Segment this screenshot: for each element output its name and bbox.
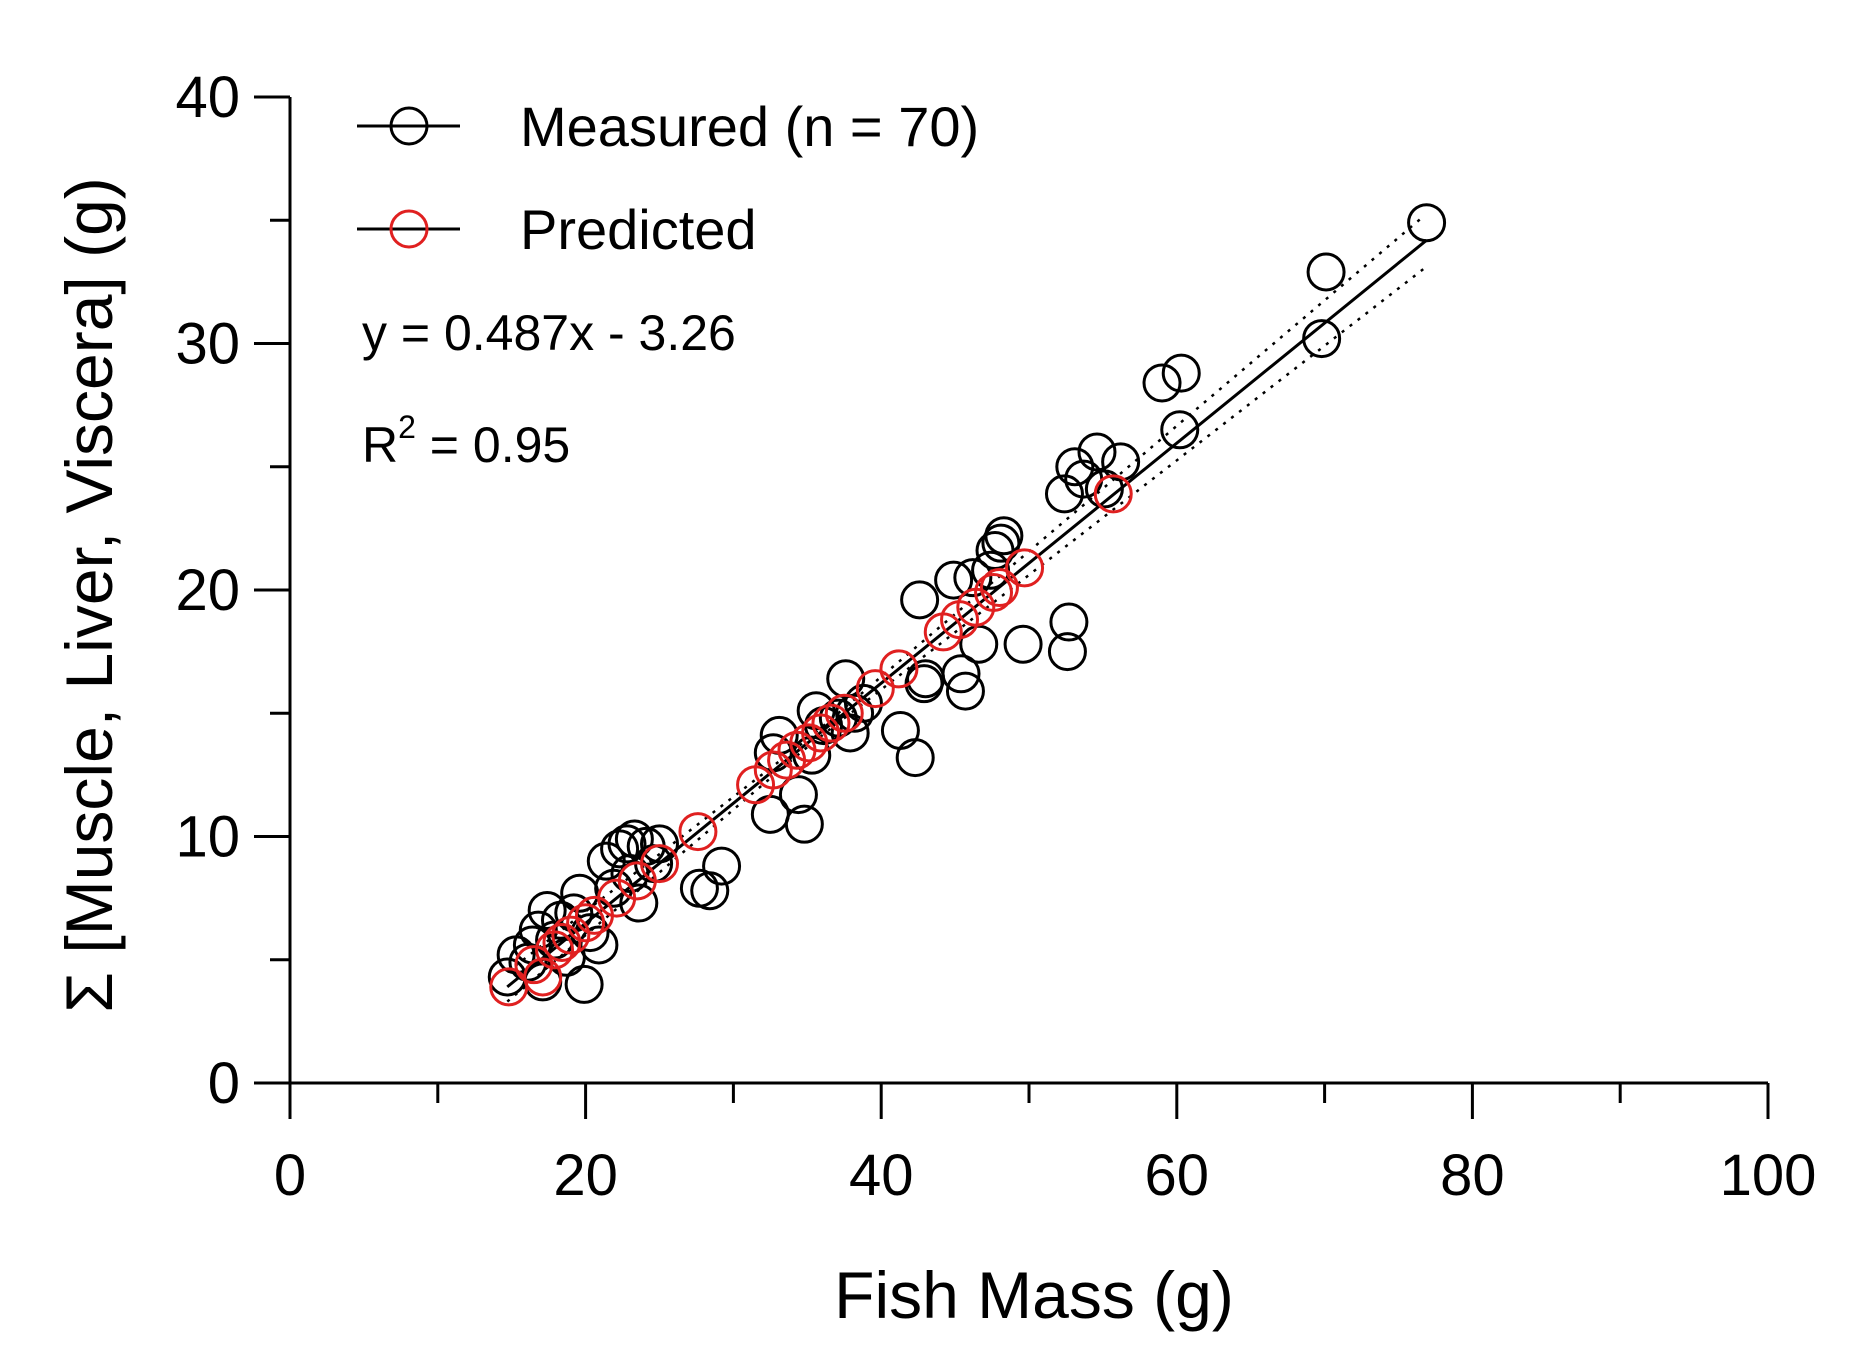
measured-point (900, 580, 940, 620)
measured-point (527, 890, 567, 930)
measured-point (1160, 410, 1200, 450)
tick-labels: 0 20 40 60 80 100 0 10 20 30 40 (175, 65, 1816, 1208)
y-tick-label: 40 (175, 65, 240, 130)
measured-point (880, 711, 920, 751)
x-tick-label: 40 (849, 1143, 914, 1208)
measured-point (1003, 624, 1043, 664)
r-squared-annotation: R2 = 0.95 (362, 409, 570, 473)
ci-lower-line (506, 267, 1425, 1003)
measured-point (702, 846, 742, 886)
x-tick-label: 60 (1145, 1143, 1210, 1208)
y-tick-label: 20 (175, 558, 240, 623)
legend-measured-marker (389, 106, 429, 146)
predicted-point (879, 649, 919, 689)
measured-point (835, 693, 875, 733)
predicted-point (514, 945, 554, 985)
measured-point (690, 871, 730, 911)
predicted-point (678, 812, 718, 852)
predicted-point (855, 669, 895, 709)
predicted-point (1005, 548, 1045, 588)
axes (254, 95, 1770, 1119)
measured-point (640, 824, 679, 864)
measured-point (614, 819, 654, 859)
measured-point (959, 624, 999, 664)
predicted-point (789, 723, 829, 763)
x-tick-label: 20 (553, 1143, 618, 1208)
r-squared-exponent: 2 (398, 409, 416, 445)
measured-point (984, 516, 1024, 556)
predicted-point (542, 922, 582, 962)
measured-point (971, 550, 1011, 590)
measured-point (895, 738, 935, 778)
measured-point (1306, 252, 1346, 292)
predicted-point (824, 693, 864, 733)
x-axis-title: Fish Mass (g) (834, 1258, 1234, 1332)
legend-predicted-marker (389, 209, 429, 249)
measured-point (1161, 353, 1201, 393)
legend-measured-label: Measured (n = 70) (520, 95, 979, 158)
equation-annotation: y = 0.487x - 3.26 (362, 305, 736, 361)
predicted-point (753, 750, 793, 790)
measured-point (934, 560, 974, 600)
measured-point (778, 775, 818, 815)
predicted-series (489, 474, 1133, 1007)
measured-point (607, 824, 647, 864)
measured-point (564, 964, 604, 1004)
y-tick-label: 30 (175, 312, 240, 377)
predicted-point (640, 844, 679, 884)
measured-point (1049, 602, 1089, 642)
measured-point (953, 558, 993, 598)
y-tick-label: 10 (175, 805, 240, 870)
y-tick-label: 0 (208, 1051, 240, 1116)
predicted-point (1093, 474, 1133, 514)
measured-point (843, 683, 883, 723)
confidence-band (506, 215, 1425, 1003)
measured-point (784, 804, 824, 844)
measured-point (1407, 203, 1447, 243)
r-squared-prefix: R (362, 417, 398, 473)
legend-predicted-label: Predicted (520, 198, 757, 261)
measured-point (1055, 447, 1095, 487)
measured-point (904, 664, 944, 704)
predicted-point (566, 903, 606, 943)
measured-point (1077, 432, 1117, 472)
predicted-point (979, 568, 1019, 608)
predicted-point (551, 915, 591, 955)
y-axis-title: Σ [Muscle, Liver, Viscera] (g) (52, 177, 126, 1013)
x-tick-label: 100 (1720, 1143, 1817, 1208)
legend: Measured (n = 70) Predicted (357, 95, 979, 261)
measured-point (1142, 363, 1182, 403)
measured-series (487, 203, 1447, 1004)
r-squared-suffix: = 0.95 (416, 417, 570, 473)
x-tick-label: 80 (1440, 1143, 1505, 1208)
measured-point (1047, 632, 1087, 672)
x-tick-label: 0 (274, 1143, 306, 1208)
predicted-point (974, 572, 1014, 612)
predicted-point (523, 957, 563, 997)
predicted-point (801, 713, 841, 753)
measured-point (619, 883, 659, 923)
predicted-point (811, 703, 851, 743)
measured-point (1101, 442, 1141, 482)
measured-point (945, 671, 985, 711)
measured-point (941, 654, 981, 694)
measured-point (1302, 319, 1342, 359)
